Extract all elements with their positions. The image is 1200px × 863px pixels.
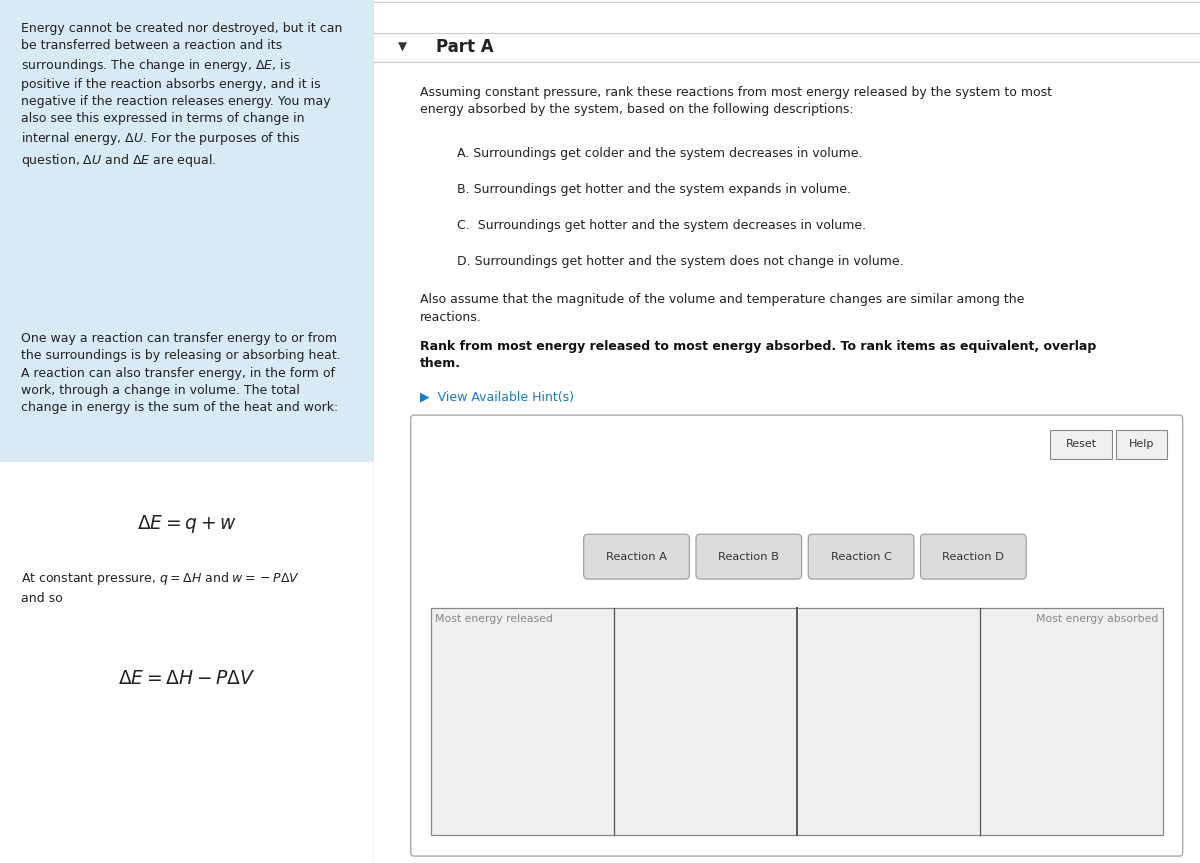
Text: $\Delta E = \Delta H - P\Delta V$: $\Delta E = \Delta H - P\Delta V$ <box>119 669 256 688</box>
Text: Also assume that the magnitude of the volume and temperature changes are similar: Also assume that the magnitude of the vo… <box>420 293 1024 324</box>
Text: $\Delta E = q + w$: $\Delta E = q + w$ <box>137 513 238 535</box>
Text: C.  Surroundings get hotter and the system decreases in volume.: C. Surroundings get hotter and the syste… <box>457 219 866 232</box>
Text: Rank from most energy released to most energy absorbed. To rank items as equival: Rank from most energy released to most e… <box>420 340 1096 370</box>
Text: Reaction B: Reaction B <box>719 551 779 562</box>
FancyBboxPatch shape <box>1050 430 1112 459</box>
Text: D. Surroundings get hotter and the system does not change in volume.: D. Surroundings get hotter and the syste… <box>457 255 904 268</box>
FancyBboxPatch shape <box>410 415 1183 856</box>
FancyBboxPatch shape <box>0 0 374 462</box>
Text: B. Surroundings get hotter and the system expands in volume.: B. Surroundings get hotter and the syste… <box>457 183 851 196</box>
Text: Assuming constant pressure, rank these reactions from most energy released by th: Assuming constant pressure, rank these r… <box>420 86 1052 117</box>
FancyBboxPatch shape <box>696 534 802 579</box>
Text: Energy cannot be created nor destroyed, but it can
be transferred between a reac: Energy cannot be created nor destroyed, … <box>20 22 342 169</box>
FancyBboxPatch shape <box>0 462 374 863</box>
FancyBboxPatch shape <box>583 534 689 579</box>
Text: ▶  View Available Hint(s): ▶ View Available Hint(s) <box>420 390 574 403</box>
FancyBboxPatch shape <box>1116 430 1166 459</box>
FancyBboxPatch shape <box>809 534 914 579</box>
FancyBboxPatch shape <box>374 0 1200 863</box>
Text: Most energy absorbed: Most energy absorbed <box>1036 614 1158 625</box>
Text: At constant pressure, $q = \Delta H$ and $w = -P\Delta V$
and so: At constant pressure, $q = \Delta H$ and… <box>20 570 300 605</box>
Text: Help: Help <box>1129 439 1154 450</box>
Text: Reaction A: Reaction A <box>606 551 667 562</box>
Text: Part A: Part A <box>437 39 494 56</box>
Text: Most energy released: Most energy released <box>436 614 553 625</box>
FancyBboxPatch shape <box>920 534 1026 579</box>
Text: One way a reaction can transfer energy to or from
the surroundings is by releasi: One way a reaction can transfer energy t… <box>20 332 341 414</box>
Text: ▼: ▼ <box>397 41 407 54</box>
Text: Reaction D: Reaction D <box>942 551 1004 562</box>
Text: Reset: Reset <box>1066 439 1097 450</box>
FancyBboxPatch shape <box>431 608 1163 835</box>
Text: A. Surroundings get colder and the system decreases in volume.: A. Surroundings get colder and the syste… <box>457 147 863 160</box>
Text: Reaction C: Reaction C <box>830 551 892 562</box>
